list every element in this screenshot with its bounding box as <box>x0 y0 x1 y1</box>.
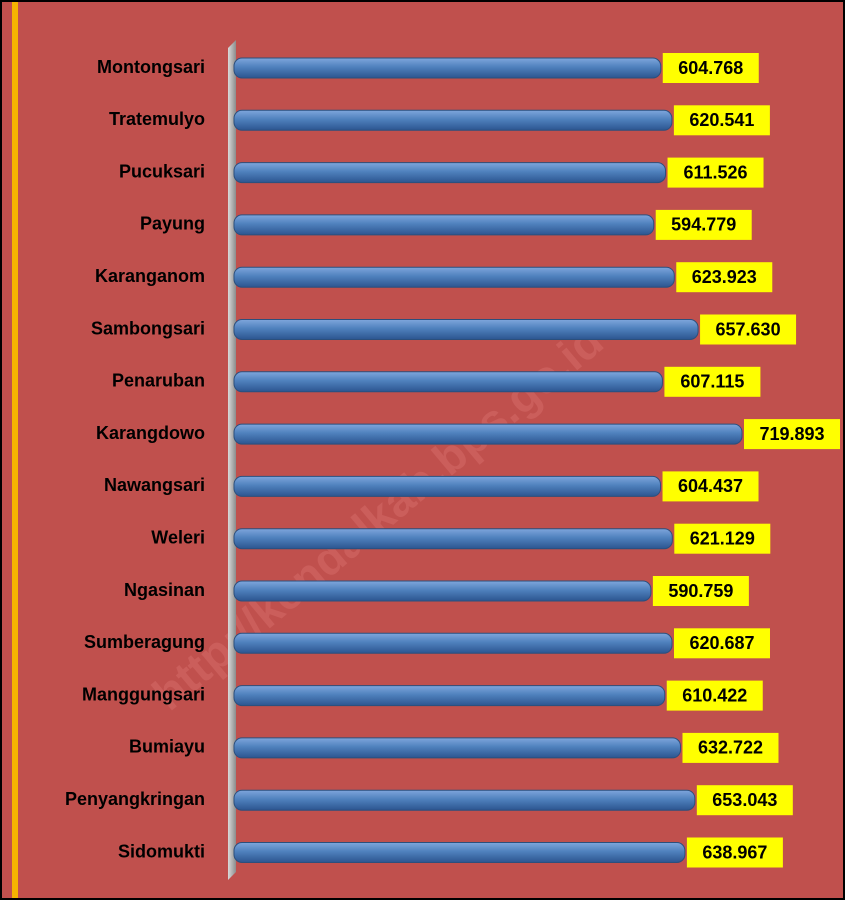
bar <box>233 528 673 550</box>
value-label: 604.768 <box>678 58 743 78</box>
category-label: Tratemulyo <box>109 109 205 129</box>
value-label: 604.437 <box>678 476 743 496</box>
bar <box>233 842 686 863</box>
value-label: 594.779 <box>671 215 736 235</box>
bar <box>233 475 662 497</box>
value-label: 620.687 <box>689 633 754 653</box>
value-label-box <box>662 53 759 83</box>
value-label-box <box>667 157 764 188</box>
value-label-box <box>696 785 793 816</box>
bar <box>233 580 652 602</box>
value-label-box <box>652 576 749 606</box>
value-label-box <box>664 366 761 397</box>
value-label: 623.923 <box>692 267 757 287</box>
bar <box>233 685 666 707</box>
value-label-box <box>666 680 763 711</box>
category-label: Manggungsari <box>82 684 205 704</box>
value-label-box <box>673 628 770 659</box>
value-label: 590.759 <box>668 581 733 601</box>
bar <box>233 57 662 79</box>
value-label-box <box>674 523 771 554</box>
bar <box>233 162 667 184</box>
value-label: 607.115 <box>680 372 744 392</box>
bar <box>233 423 743 445</box>
value-label: 657.630 <box>716 319 781 339</box>
category-label: Weleri <box>151 527 205 547</box>
value-label-box <box>673 105 770 136</box>
bar <box>233 319 699 340</box>
bar <box>233 632 673 654</box>
value-label: 719.893 <box>759 424 824 444</box>
category-label: Penaruban <box>112 371 205 391</box>
value-label: 621.129 <box>690 528 755 548</box>
category-label: Nawangsari <box>104 475 205 495</box>
category-label: Montongsari <box>97 57 205 77</box>
value-label-box <box>682 732 779 763</box>
bar <box>233 737 681 759</box>
value-label: 653.043 <box>712 790 777 810</box>
value-label: 610.422 <box>682 685 747 705</box>
bar <box>233 109 673 131</box>
category-label: Ngasinan <box>124 580 205 600</box>
category-label: Payung <box>140 214 205 234</box>
value-label-box <box>662 471 759 502</box>
category-label: Penyangkringan <box>65 789 205 809</box>
bar <box>233 214 655 236</box>
value-label-box <box>655 209 752 240</box>
bar <box>233 789 696 811</box>
category-label: Sambongsari <box>91 318 205 338</box>
axis <box>228 40 236 880</box>
bar <box>233 266 675 288</box>
value-label-box <box>744 419 840 450</box>
value-label-box <box>686 837 783 868</box>
category-label: Karanganom <box>95 266 205 286</box>
value-label: 611.526 <box>683 162 747 182</box>
value-label-box <box>676 262 773 293</box>
value-label: 632.722 <box>698 738 763 758</box>
value-label: 620.541 <box>689 110 754 130</box>
category-label: Pucuksari <box>119 161 205 181</box>
value-label-box <box>700 314 797 345</box>
category-label: Sidomukti <box>118 841 205 861</box>
category-label: Karangdowo <box>96 423 205 443</box>
bar <box>233 371 663 393</box>
left-stripe <box>12 2 18 898</box>
category-label: Sumberagung <box>84 632 205 652</box>
value-label: 638.967 <box>702 842 767 862</box>
category-label: Bumiayu <box>129 737 205 757</box>
